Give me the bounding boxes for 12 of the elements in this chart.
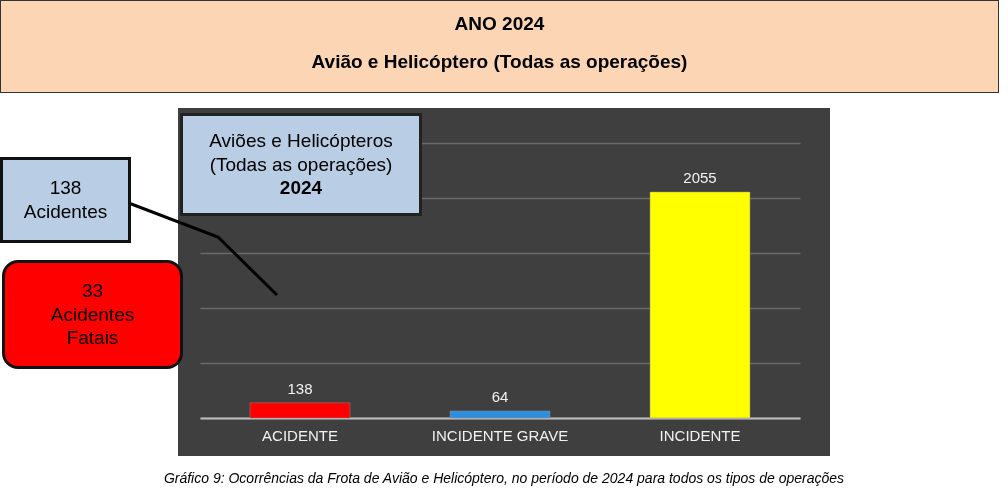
x-tick-label: INCIDENTE [659,426,741,444]
text: 138 Acidentes [22,176,109,224]
annotation: Aviões e Helicópteros (Todas as operações) 2024 [208,128,394,201]
chart-title: ANO 2024 [453,13,546,35]
text: Gráfico 9: Ocorrências da Frota de Avião e Helicóptero, no período de 2024 para todos os tipos de operações [162,470,846,486]
text: 33 Acidentes Fatais [49,278,136,351]
data-label: 64 [491,387,509,405]
data-label: 2055 [683,168,717,186]
x-tick-label: INCIDENTE GRAVE [431,426,569,444]
x-tick-label: ACIDENTE [262,426,338,444]
chart-subtitle: Avião e Helicóptero (Todas as operações) [310,51,689,73]
data-label: 138 [287,379,313,397]
